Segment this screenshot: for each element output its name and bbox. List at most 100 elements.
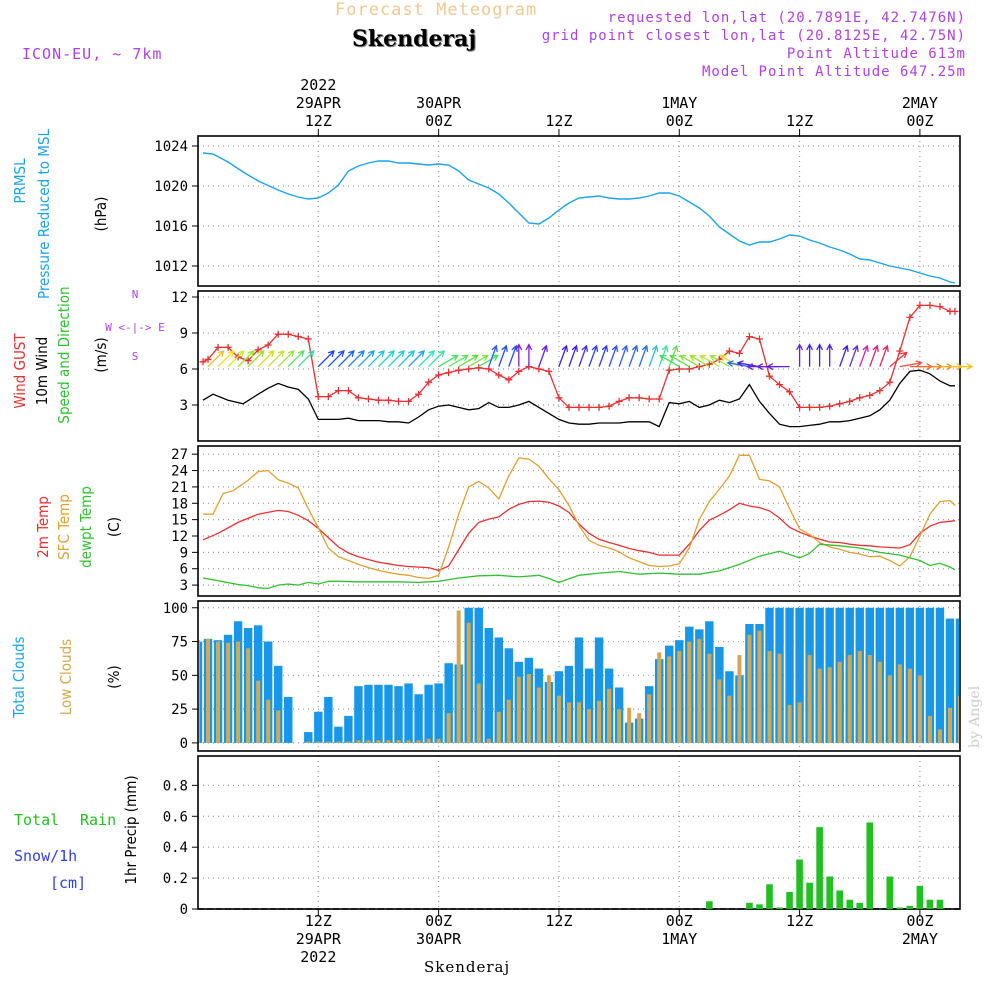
gust-marker bbox=[555, 394, 563, 402]
low-cloud-bar bbox=[707, 653, 712, 743]
low-cloud-bar bbox=[316, 741, 321, 743]
total-cloud-bar bbox=[444, 663, 453, 743]
wind-arrow bbox=[247, 350, 265, 368]
total-cloud-bar bbox=[404, 683, 413, 743]
low-cloud-bar bbox=[897, 664, 902, 743]
temp-label-2m: 2m Temp bbox=[34, 496, 52, 558]
gust-marker bbox=[906, 313, 914, 321]
low-cloud-bar bbox=[657, 652, 662, 743]
wind-arrow bbox=[378, 350, 395, 368]
wind-arrow bbox=[568, 344, 579, 367]
time-tick-label: 12Z bbox=[545, 912, 573, 930]
low-cloud-bar bbox=[566, 702, 571, 743]
low-cloud-bar bbox=[266, 699, 271, 743]
wind-arrow bbox=[327, 350, 345, 368]
gust-marker bbox=[595, 403, 603, 411]
wind-arrow bbox=[388, 350, 406, 368]
low-cloud-bar bbox=[476, 683, 481, 743]
compass-s: S bbox=[132, 350, 139, 363]
wind-arrow bbox=[398, 350, 416, 368]
precip-bar bbox=[796, 859, 803, 909]
low-cloud-bar bbox=[346, 741, 351, 743]
wind-arrow bbox=[588, 344, 599, 367]
total-cloud-bar bbox=[314, 711, 323, 743]
low-cloud-bar bbox=[306, 741, 311, 743]
low-cloud-bar bbox=[767, 651, 772, 743]
low-cloud-bar bbox=[506, 699, 511, 743]
total-cloud-bar bbox=[955, 618, 959, 743]
gust-marker bbox=[294, 333, 302, 341]
gust-marker bbox=[505, 376, 513, 384]
series-prmsl bbox=[202, 152, 956, 284]
model-altitude: Model Point Altitude 647.25m bbox=[701, 64, 966, 80]
low-cloud-bar bbox=[947, 707, 952, 743]
gust-marker bbox=[364, 395, 372, 403]
y-tick-label: 15 bbox=[171, 513, 188, 529]
wind-arrow bbox=[277, 350, 295, 368]
low-cloud-bar bbox=[747, 634, 752, 743]
wind-arrow bbox=[257, 350, 275, 368]
gust-marker bbox=[695, 363, 703, 371]
wind-arrow bbox=[538, 344, 548, 367]
wind-label-10m: 10m Wind bbox=[33, 337, 51, 406]
wind-arrow bbox=[869, 344, 879, 367]
time-tick-label: 12Z bbox=[545, 112, 573, 130]
precip-bar bbox=[776, 907, 783, 909]
gust-marker bbox=[926, 301, 934, 309]
precip-bar bbox=[916, 885, 924, 909]
total-cloud-bar bbox=[494, 637, 504, 743]
total-cloud-bar bbox=[344, 715, 353, 743]
precip-legend-2: Snow/1h bbox=[14, 847, 77, 865]
panel-frame bbox=[197, 135, 961, 287]
gust-marker bbox=[645, 395, 653, 403]
wind-arrow bbox=[468, 354, 489, 368]
gust-marker bbox=[876, 387, 884, 395]
wind-arrow bbox=[448, 354, 469, 368]
time-tick-label: 12Z bbox=[786, 912, 814, 930]
gust-marker bbox=[886, 378, 894, 386]
low-cloud-bar bbox=[466, 622, 471, 743]
gust-marker bbox=[625, 394, 633, 402]
gust-marker bbox=[766, 372, 773, 380]
low-cloud-bar bbox=[927, 715, 932, 743]
y-tick-label: 0.6 bbox=[163, 809, 188, 825]
low-cloud-bar bbox=[697, 638, 702, 743]
precip-bar bbox=[816, 827, 823, 909]
low-cloud-bar bbox=[867, 655, 872, 743]
cloud-bars bbox=[199, 607, 959, 743]
total-cloud-bar bbox=[935, 607, 945, 743]
y-tick-label: 12 bbox=[171, 529, 188, 545]
wind-arrows bbox=[207, 343, 974, 371]
gust-marker bbox=[465, 365, 473, 373]
gust-marker bbox=[786, 388, 794, 396]
total-cloud-bar bbox=[384, 684, 393, 743]
gust-marker bbox=[806, 403, 814, 411]
gust-marker bbox=[826, 402, 834, 410]
precip-bar bbox=[936, 899, 944, 909]
gust-marker bbox=[385, 396, 392, 404]
y-tick-label: 1012 bbox=[154, 259, 188, 275]
wind-arrow bbox=[418, 350, 436, 368]
wind-arrow bbox=[227, 350, 245, 368]
time-tick-label: 00Z 2MAY bbox=[901, 912, 938, 948]
low-cloud-bar bbox=[386, 740, 391, 743]
low-cloud-bar bbox=[907, 668, 912, 743]
low-cloud-bar bbox=[717, 679, 722, 743]
low-cloud-bar bbox=[827, 667, 832, 743]
precip-bar bbox=[806, 882, 813, 909]
precip-bar bbox=[846, 899, 854, 909]
compass-we: W <-|-> E bbox=[105, 321, 165, 334]
clouds-unit: (%) bbox=[105, 665, 123, 688]
wind-arrow bbox=[347, 350, 365, 368]
precip-bar bbox=[826, 876, 833, 909]
wind-arrow bbox=[648, 344, 659, 367]
gust-marker bbox=[485, 365, 493, 373]
y-tick-label: 0.2 bbox=[163, 871, 188, 887]
gust-marker bbox=[204, 355, 212, 363]
low-cloud-bar bbox=[667, 656, 672, 743]
total-cloud-bar bbox=[364, 684, 373, 743]
low-cloud-bar bbox=[597, 701, 602, 743]
time-tick-label: 30APR 00Z bbox=[416, 94, 462, 130]
total-cloud-bar bbox=[434, 683, 443, 743]
